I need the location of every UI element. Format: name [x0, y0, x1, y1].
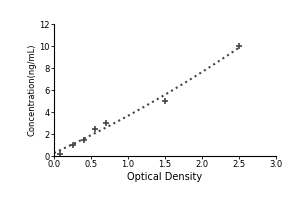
X-axis label: Optical Density: Optical Density [128, 172, 202, 182]
Y-axis label: Concentration(ng/mL): Concentration(ng/mL) [28, 44, 37, 136]
